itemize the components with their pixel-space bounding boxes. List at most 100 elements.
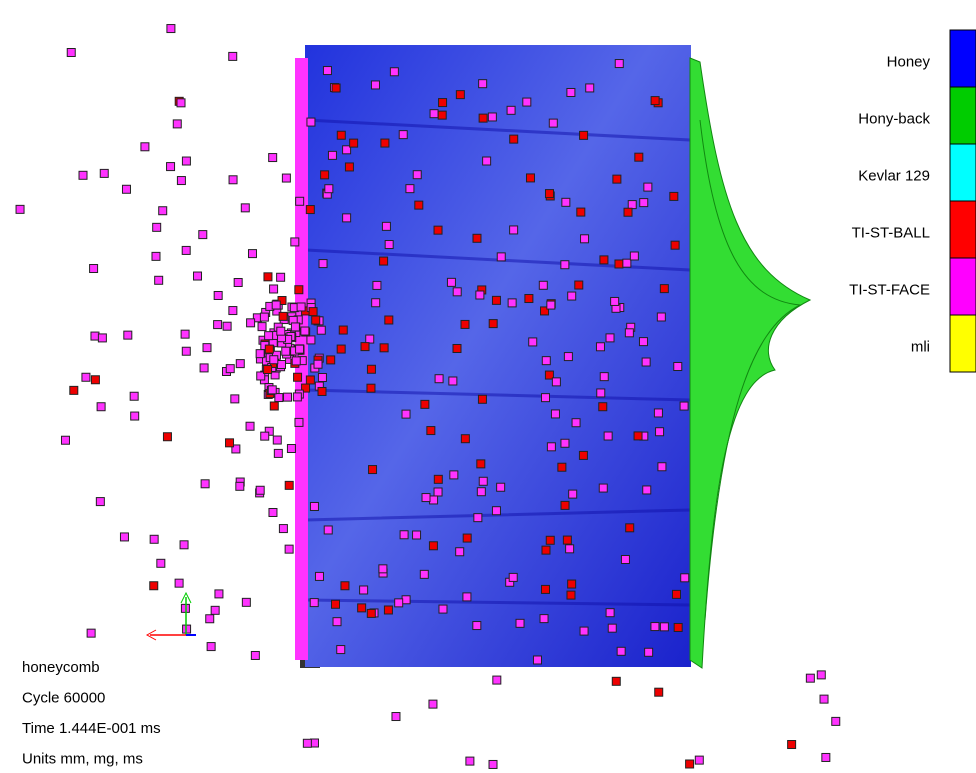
particle [286, 444, 296, 454]
particle [331, 599, 341, 609]
particle [306, 117, 316, 127]
particle [149, 581, 159, 591]
particle [181, 346, 191, 356]
particle [562, 535, 572, 545]
particle [123, 330, 133, 340]
particle [15, 204, 25, 214]
particle [585, 83, 595, 93]
particle [401, 409, 411, 419]
particle [372, 280, 382, 290]
particle [405, 184, 415, 194]
particle [568, 489, 578, 499]
particle [448, 376, 458, 386]
particle [560, 500, 570, 510]
particle [284, 480, 294, 490]
legend-swatch [949, 200, 976, 259]
particle [231, 444, 241, 454]
particle [276, 326, 286, 336]
particle [152, 222, 162, 232]
particle [452, 343, 462, 353]
particle [344, 162, 354, 172]
particle [256, 371, 266, 381]
particle [78, 170, 88, 180]
particle [271, 300, 281, 310]
particle [283, 392, 293, 402]
particle [257, 322, 267, 332]
particle [399, 530, 409, 540]
back-sheet-fold [699, 119, 802, 621]
particle [273, 448, 283, 458]
particle [336, 645, 346, 655]
particle [176, 176, 186, 186]
particle [650, 622, 660, 632]
particle [180, 329, 190, 339]
legend-label: mli [911, 338, 930, 355]
particle [366, 383, 376, 393]
particle [366, 364, 376, 374]
particle [472, 621, 482, 631]
particle [565, 544, 575, 554]
particle [478, 113, 488, 123]
particle [673, 622, 683, 632]
particle [579, 626, 589, 636]
particle [476, 459, 486, 469]
particle [428, 699, 438, 709]
particle [475, 290, 485, 300]
particle [383, 605, 393, 615]
particle [627, 200, 637, 210]
particle [295, 196, 305, 206]
particle [264, 344, 274, 354]
particle [438, 604, 448, 614]
particle [90, 375, 100, 385]
particle [368, 465, 378, 475]
particle [294, 417, 304, 427]
particle [446, 277, 456, 287]
particle [230, 394, 240, 404]
particle [680, 573, 690, 583]
particle [214, 589, 224, 599]
particle [620, 555, 630, 565]
particle [66, 48, 76, 58]
particle [357, 603, 367, 613]
particle [656, 312, 666, 322]
particle [571, 418, 581, 428]
particle [181, 245, 191, 255]
particle [614, 259, 624, 269]
axis-x-head [145, 629, 157, 641]
particle [311, 315, 321, 325]
particle [342, 145, 352, 155]
particle [434, 374, 444, 384]
particle [455, 547, 465, 557]
particle [222, 321, 232, 331]
particle [89, 264, 99, 274]
particle [314, 571, 324, 581]
particle [638, 337, 648, 347]
particle [538, 280, 548, 290]
particle [426, 426, 436, 436]
particle [324, 184, 334, 194]
particle [317, 373, 327, 383]
particle [384, 240, 394, 250]
particle [482, 156, 492, 166]
particle [381, 221, 391, 231]
particle [578, 450, 588, 460]
particle [389, 67, 399, 77]
particle [241, 597, 251, 607]
particle [378, 564, 388, 574]
particle [816, 670, 826, 680]
particle [158, 206, 168, 216]
particle [121, 184, 131, 194]
particle [292, 392, 302, 402]
particle [245, 421, 255, 431]
particle [557, 462, 567, 472]
particle [263, 365, 273, 375]
particle [433, 225, 443, 235]
particle [659, 622, 669, 632]
particle [544, 370, 554, 380]
particle [228, 51, 238, 61]
particle [349, 138, 359, 148]
particle [233, 278, 243, 288]
legend-label: Honey [887, 53, 931, 70]
particle [546, 300, 556, 310]
